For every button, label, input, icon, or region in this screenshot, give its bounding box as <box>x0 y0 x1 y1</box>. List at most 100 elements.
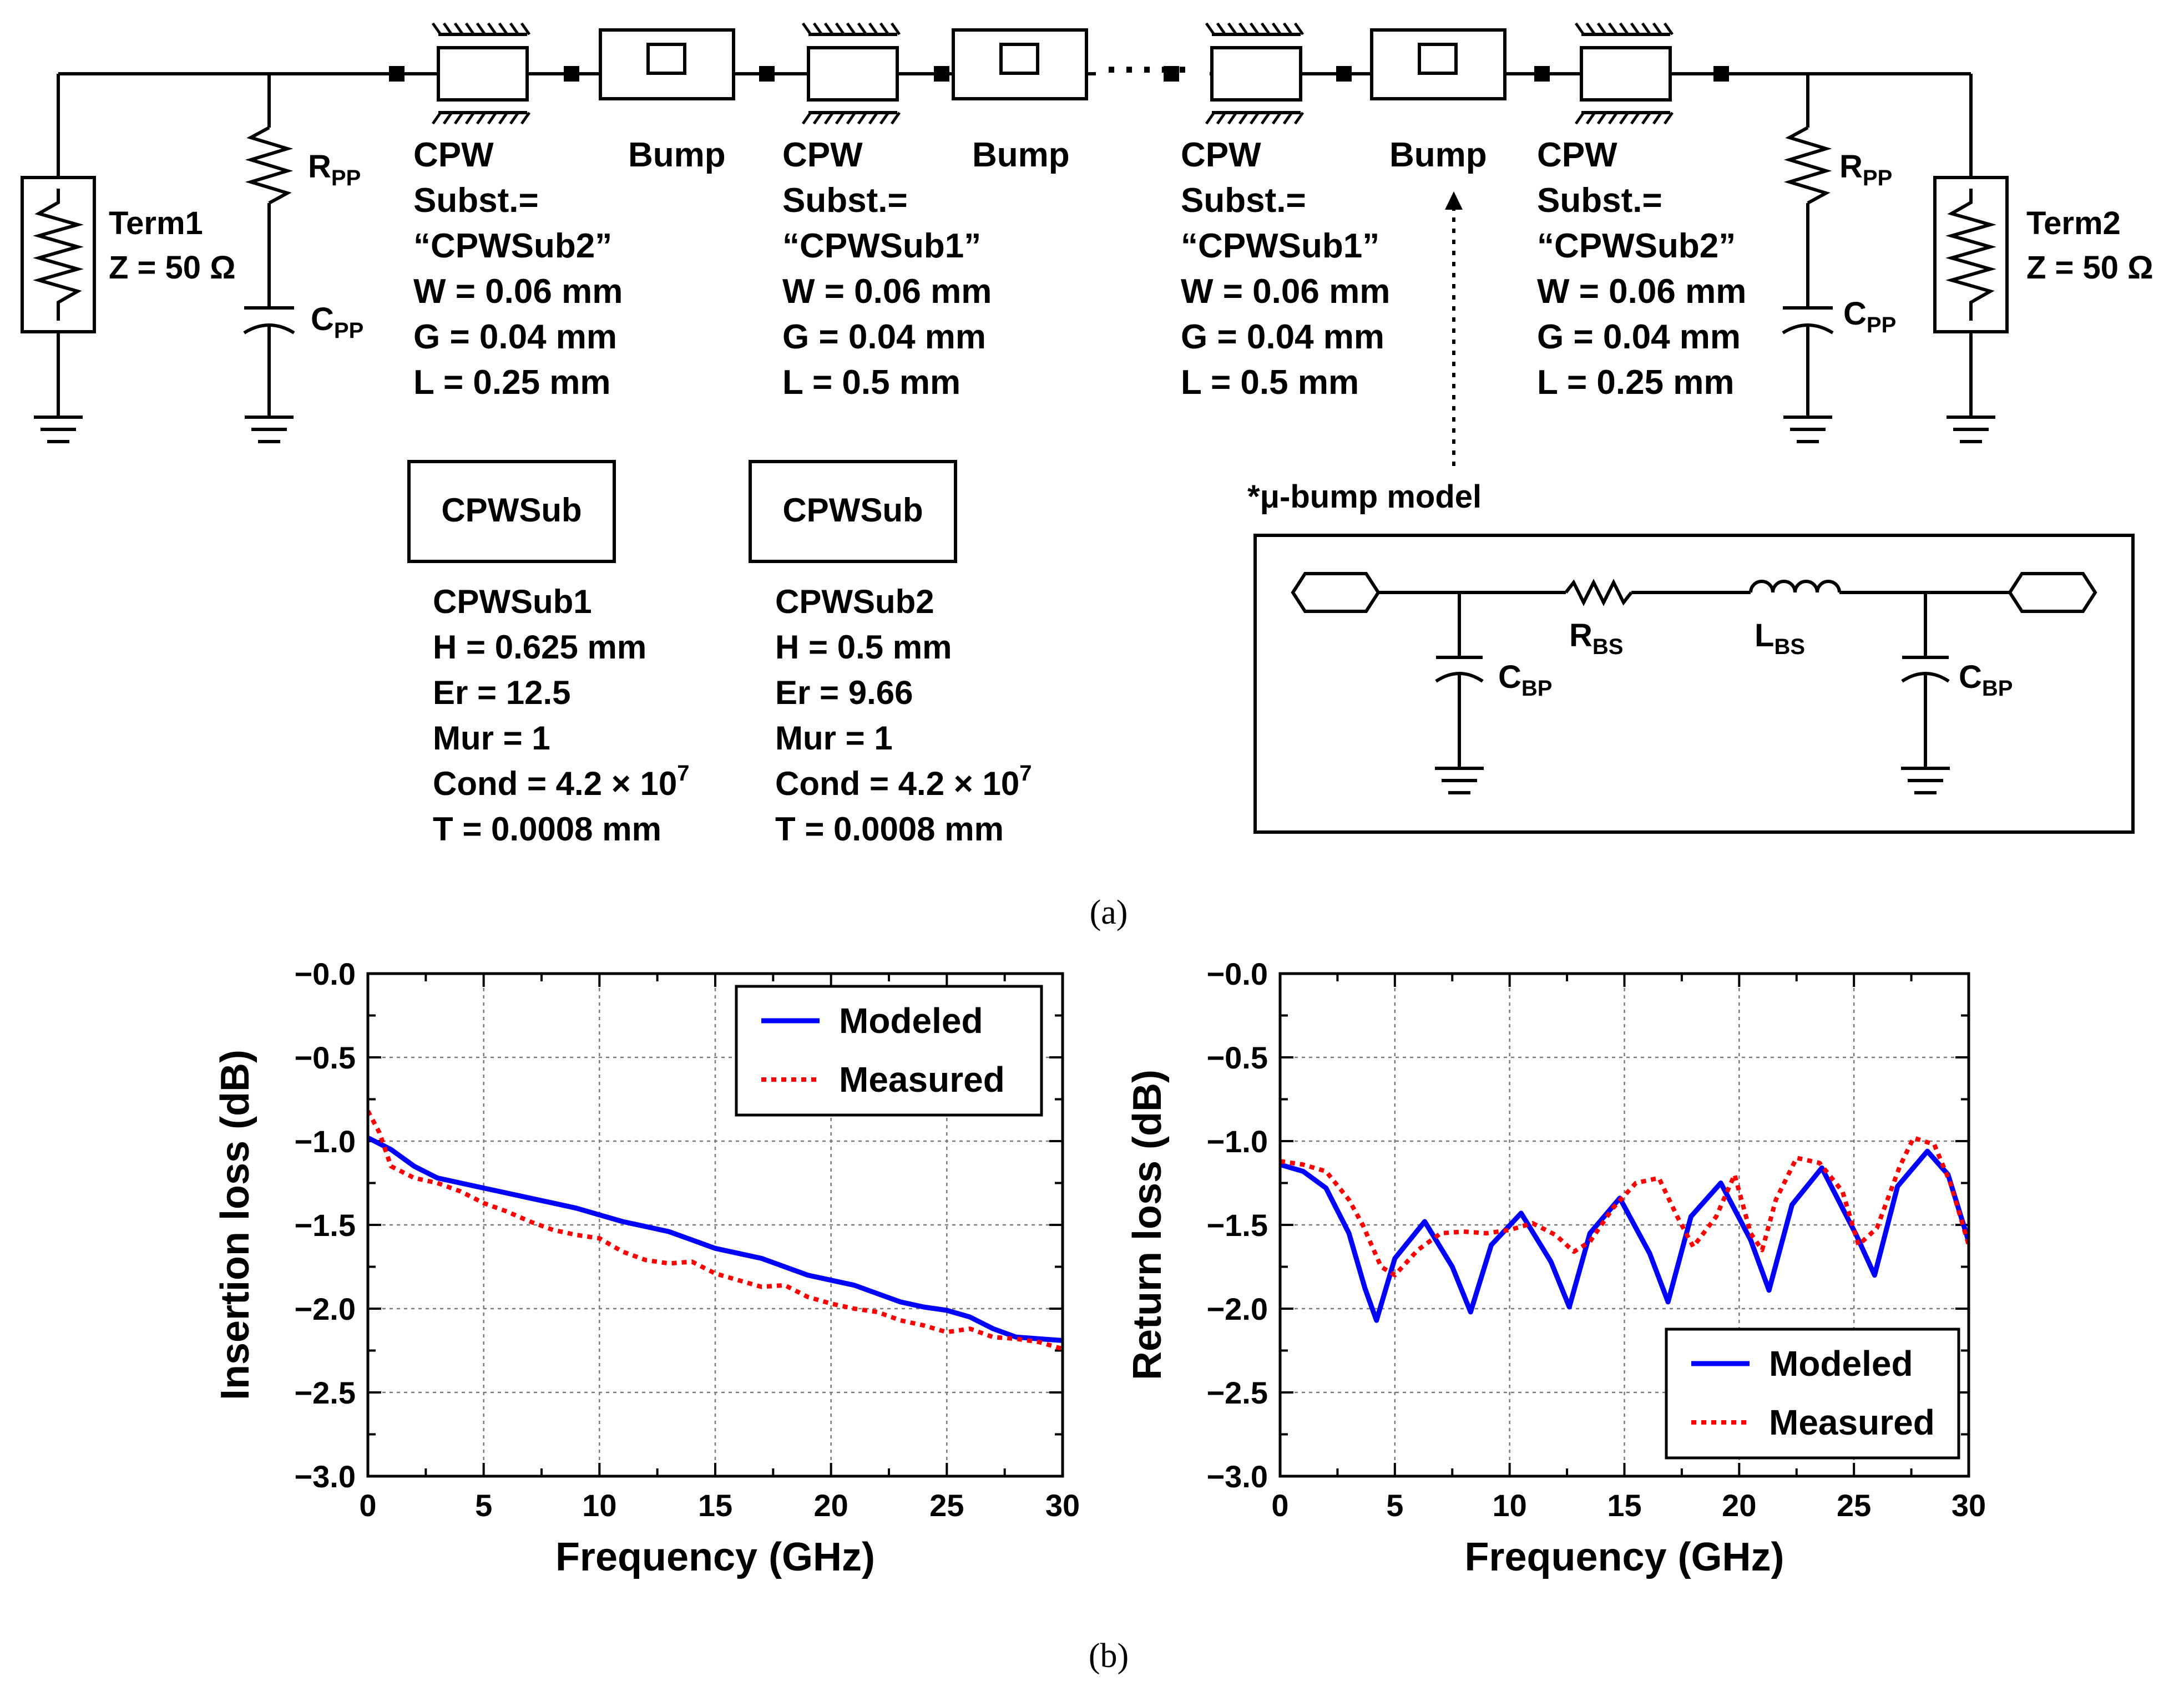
substrate-2: CPWSub CPWSub2 H = 0.5 mm Er = 9.66 Mur … <box>749 460 1032 848</box>
legend-label-modeled: Modeled <box>1769 1344 1913 1384</box>
substrate-height: H = 0.625 mm <box>433 629 646 666</box>
cpw-section-1: CPW Subst.= “CPWSub2” W = 0.06 mm G = 0.… <box>413 136 623 402</box>
y-tick-label: −0.5 <box>1206 1040 1268 1075</box>
bump-label-1: Bump <box>628 136 726 174</box>
y-tick-label: −2.0 <box>294 1291 356 1326</box>
cpw-subst-label: Subst.= <box>1537 181 1662 220</box>
x-tick-label: 20 <box>814 1488 848 1523</box>
cpw-block-4 <box>1576 23 1672 124</box>
cpw-length: L = 0.5 mm <box>782 363 960 402</box>
bump-label-3: Bump <box>1389 136 1487 174</box>
y-tick-label: −1.5 <box>1206 1208 1268 1243</box>
y-axis-label: Return loss (dB) <box>1125 1070 1170 1380</box>
y-axis-label: Insertion loss (dB) <box>213 1050 257 1400</box>
term2-impedance: Z = 50 Ω <box>2026 250 2153 286</box>
y-tick-label: −1.0 <box>1206 1124 1268 1159</box>
x-tick-label: 25 <box>929 1488 964 1523</box>
x-tick-label: 5 <box>1386 1488 1403 1523</box>
term1-name: Term1 <box>109 205 203 241</box>
bump-block-2 <box>952 28 1088 100</box>
cpw-subst-value: “CPWSub2” <box>1537 227 1736 265</box>
cpw-subst-value: “CPWSub2” <box>413 227 612 265</box>
substrate-name: CPWSub2 <box>775 583 934 620</box>
cpw-width: W = 0.06 mm <box>1537 272 1746 311</box>
substrate-height: H = 0.5 mm <box>775 629 952 666</box>
substrate-cond: Cond = 4.2 × 107 <box>775 761 1032 802</box>
x-tick-label: 0 <box>1271 1488 1288 1523</box>
cpw-length: L = 0.25 mm <box>413 363 611 402</box>
lbs-label: LBS <box>1755 617 1805 659</box>
cpw-length: L = 0.5 mm <box>1181 363 1359 402</box>
x-tick-label: 15 <box>698 1488 732 1523</box>
plot-frame <box>366 972 1064 1478</box>
series-line-modeled <box>368 1135 1063 1343</box>
x-tick-label: 25 <box>1837 1488 1871 1523</box>
x-tick-label: 0 <box>359 1488 376 1523</box>
y-tick-label: −1.5 <box>294 1208 356 1243</box>
cpw-width: W = 0.06 mm <box>413 272 623 311</box>
cbp-left-label: CBP <box>1498 659 1552 701</box>
legend-box <box>1665 1328 1960 1460</box>
x-tick-label: 5 <box>475 1488 492 1523</box>
plot-frame <box>1278 972 1970 1478</box>
term2-name: Term2 <box>2026 205 2121 241</box>
y-tick-label: −0.0 <box>1206 956 1268 991</box>
y-tick-label: −1.0 <box>294 1124 356 1159</box>
cpw-gap: G = 0.04 mm <box>413 318 617 356</box>
cpw-block-3 <box>1206 23 1303 124</box>
bump-model-box <box>1253 534 2135 834</box>
cpw-gap: G = 0.04 mm <box>1181 318 1384 356</box>
cpp-right-label: CPP <box>1843 296 1896 337</box>
cpw-subst-label: Subst.= <box>413 181 539 220</box>
legend-label-measured: Measured <box>1769 1402 1935 1442</box>
port-markers <box>389 66 1729 82</box>
substrate-name: CPWSub1 <box>433 583 592 620</box>
cpw-gap: G = 0.04 mm <box>782 318 986 356</box>
rpp-left-resistor <box>244 74 294 442</box>
substrate-box-label: CPWSub <box>441 492 582 529</box>
term2-resistor <box>1933 74 2009 442</box>
y-tick-label: −0.0 <box>294 956 356 991</box>
term1-resistor <box>21 74 96 442</box>
series-line-measured <box>368 1110 1063 1351</box>
rpp-right-label: RPP <box>1839 149 1892 190</box>
rpp-right-resistor <box>1783 74 1833 442</box>
cbp-right-label: CBP <box>1959 659 2013 701</box>
x-axis-label: Frequency (GHz) <box>555 1535 875 1579</box>
cpw-title: CPW <box>413 136 494 174</box>
substrate-cond: Cond = 4.2 × 107 <box>433 761 689 802</box>
cpw-subst-label: Subst.= <box>782 181 908 220</box>
x-tick-label: 20 <box>1722 1488 1756 1523</box>
cpw-subst-label: Subst.= <box>1181 181 1306 220</box>
cpw-block-2 <box>803 23 899 124</box>
legend-label-modeled: Modeled <box>839 1001 983 1041</box>
cpw-section-2: CPW Subst.= “CPWSub1” W = 0.06 mm G = 0.… <box>782 136 992 402</box>
rpp-left-label: RPP <box>308 149 361 190</box>
substrate-er: Er = 12.5 <box>433 674 571 711</box>
insertion-loss-chart: 0 5 10 15 20 25 30 −0.0 −0.5 −1.0 −1.5 −2.0 −2.5 −3.0… <box>213 956 1080 1579</box>
bump-model-title: *μ-bump model <box>1247 479 1482 515</box>
bump-model-arrow <box>1445 191 1463 466</box>
substrate-thickness: T = 0.0008 mm <box>775 810 1004 848</box>
cpp-left-label: CPP <box>311 301 363 343</box>
cpw-subst-value: “CPWSub1” <box>1181 227 1379 265</box>
schematic-dots: ····· <box>1106 48 1195 92</box>
bump-label-2: Bump <box>972 136 1070 174</box>
substrate-er: Er = 9.66 <box>775 674 913 711</box>
x-tick-label: 15 <box>1607 1488 1641 1523</box>
substrate-box-label: CPWSub <box>782 492 923 529</box>
cpw-section-3: CPW Subst.= “CPWSub1” W = 0.06 mm G = 0.… <box>1181 136 1390 402</box>
substrate-mur: Mur = 1 <box>433 720 550 757</box>
x-tick-label: 30 <box>1952 1488 1986 1523</box>
cpw-block-1 <box>433 23 529 124</box>
series-line-measured <box>1280 1136 1969 1278</box>
cpw-subst-value: “CPWSub1” <box>782 227 981 265</box>
cpw-title: CPW <box>1181 136 1261 174</box>
bump-block-3 <box>1370 28 1506 100</box>
y-tick-label: −2.5 <box>1206 1375 1268 1410</box>
term1-impedance: Z = 50 Ω <box>109 250 236 286</box>
cpw-gap: G = 0.04 mm <box>1537 318 1741 356</box>
caption-b: (b) <box>1089 1637 1129 1675</box>
substrate-mur: Mur = 1 <box>775 720 893 757</box>
